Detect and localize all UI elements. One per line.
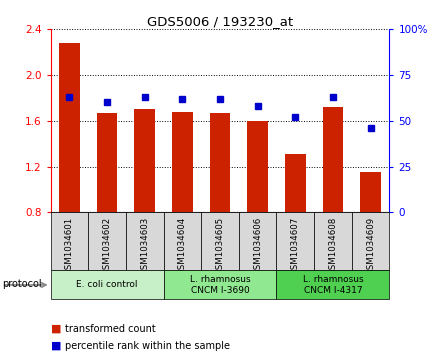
Bar <box>164 212 201 270</box>
Text: L. rhamnosus
CNCM I-3690: L. rhamnosus CNCM I-3690 <box>190 275 250 295</box>
Bar <box>97 113 117 212</box>
Text: GSM1034603: GSM1034603 <box>140 217 149 275</box>
Text: GSM1034609: GSM1034609 <box>366 217 375 275</box>
Bar <box>209 113 231 212</box>
Text: GSM1034606: GSM1034606 <box>253 217 262 275</box>
Text: L. rhamnosus
CNCM I-4317: L. rhamnosus CNCM I-4317 <box>303 275 363 295</box>
Bar <box>201 212 239 270</box>
Bar <box>352 212 389 270</box>
Text: percentile rank within the sample: percentile rank within the sample <box>65 340 230 351</box>
Bar <box>59 43 80 212</box>
Title: GDS5006 / 193230_at: GDS5006 / 193230_at <box>147 15 293 28</box>
Bar <box>360 172 381 212</box>
Text: ■: ■ <box>51 323 61 334</box>
Text: GSM1034604: GSM1034604 <box>178 217 187 275</box>
Bar <box>323 107 343 212</box>
Bar <box>51 212 88 270</box>
Text: ■: ■ <box>51 340 61 351</box>
Bar <box>51 270 164 299</box>
Text: protocol: protocol <box>2 279 42 289</box>
Text: GSM1034605: GSM1034605 <box>216 217 224 275</box>
Text: GSM1034602: GSM1034602 <box>103 217 112 275</box>
Bar <box>164 270 276 299</box>
Bar <box>276 212 314 270</box>
Bar <box>247 121 268 212</box>
Text: E. coli control: E. coli control <box>76 281 138 289</box>
Bar <box>285 154 306 212</box>
Bar <box>172 111 193 212</box>
Text: GSM1034607: GSM1034607 <box>291 217 300 275</box>
Text: transformed count: transformed count <box>65 323 156 334</box>
Bar <box>134 109 155 212</box>
Text: GSM1034608: GSM1034608 <box>328 217 337 275</box>
Bar <box>314 212 352 270</box>
Bar <box>88 212 126 270</box>
Bar <box>126 212 164 270</box>
Bar <box>239 212 276 270</box>
Bar <box>276 270 389 299</box>
Text: GSM1034601: GSM1034601 <box>65 217 74 275</box>
